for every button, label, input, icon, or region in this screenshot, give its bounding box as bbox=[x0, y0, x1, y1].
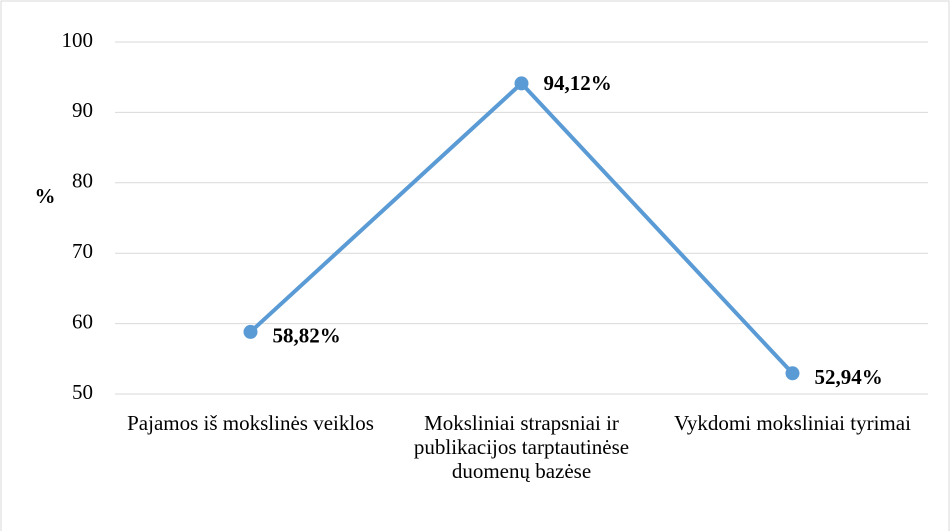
data-point bbox=[785, 366, 800, 381]
y-tick-label: 70 bbox=[72, 239, 93, 263]
y-tick-label: 100 bbox=[62, 28, 94, 52]
x-tick-label: Vykdomi moksliniai tyrimai bbox=[674, 411, 911, 435]
y-tick-label: 60 bbox=[72, 309, 93, 333]
data-point bbox=[243, 324, 258, 339]
data-point bbox=[514, 76, 529, 91]
y-axis-label: % bbox=[35, 184, 56, 208]
y-tick-label: 90 bbox=[72, 98, 93, 122]
x-tick-label: Moksliniai strapsniai ir publikacijos ta… bbox=[413, 411, 630, 483]
data-label: 52,94% bbox=[815, 365, 883, 389]
data-label: 58,82% bbox=[273, 324, 341, 348]
data-label: 94,12% bbox=[544, 71, 612, 95]
y-tick-label: 80 bbox=[72, 169, 93, 193]
x-tick-label: Pajamos iš mokslinės veiklos bbox=[127, 411, 374, 435]
y-tick-label: 50 bbox=[72, 380, 93, 404]
